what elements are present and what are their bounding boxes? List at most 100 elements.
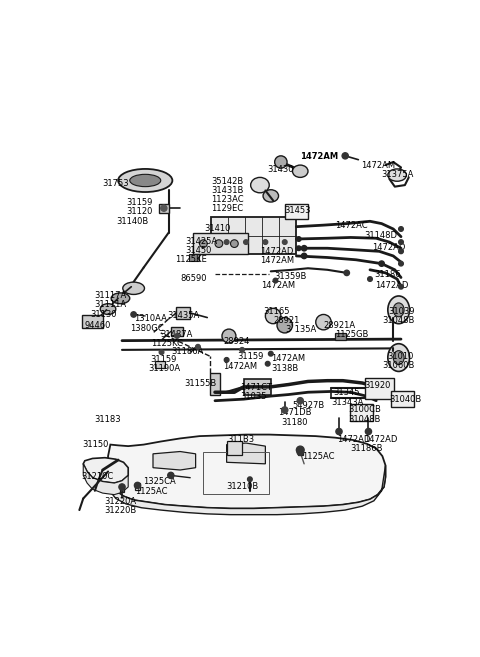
- Bar: [171, 327, 183, 336]
- Text: 31186B: 31186B: [350, 444, 383, 453]
- Bar: [155, 361, 166, 369]
- Text: 311B3: 311B3: [228, 434, 254, 443]
- Circle shape: [368, 277, 372, 281]
- Text: 1380GC: 1380GC: [131, 324, 164, 332]
- Polygon shape: [108, 434, 385, 509]
- Text: 31130: 31130: [90, 310, 117, 319]
- Text: 31111A: 31111A: [94, 300, 126, 309]
- Circle shape: [240, 348, 244, 352]
- Ellipse shape: [130, 174, 161, 187]
- Text: 1471CT: 1471CT: [240, 383, 273, 392]
- Bar: [204, 451, 269, 494]
- Ellipse shape: [118, 169, 172, 192]
- Text: 31010: 31010: [387, 352, 413, 361]
- Circle shape: [159, 350, 164, 355]
- Circle shape: [379, 261, 384, 266]
- Ellipse shape: [265, 308, 281, 324]
- Text: 31159: 31159: [238, 352, 264, 361]
- Text: 31345: 31345: [333, 388, 360, 397]
- Text: 1125KE: 1125KE: [176, 255, 207, 264]
- Text: 31410: 31410: [204, 223, 230, 233]
- Text: 31048B: 31048B: [348, 415, 381, 424]
- Polygon shape: [83, 458, 128, 483]
- Text: 31430: 31430: [268, 165, 294, 174]
- Text: 1310AA: 1310AA: [133, 315, 167, 323]
- Text: 1472AD: 1472AD: [336, 434, 370, 443]
- Circle shape: [301, 246, 307, 251]
- Text: 31140B: 31140B: [116, 217, 148, 225]
- Text: 1125AC: 1125AC: [302, 451, 334, 461]
- Ellipse shape: [388, 169, 407, 181]
- Circle shape: [196, 344, 200, 349]
- Ellipse shape: [388, 344, 409, 371]
- Text: 1125AC: 1125AC: [135, 487, 168, 496]
- Ellipse shape: [275, 156, 287, 168]
- Circle shape: [134, 482, 141, 489]
- Text: 86590: 86590: [180, 275, 206, 283]
- Ellipse shape: [215, 240, 223, 248]
- Ellipse shape: [200, 240, 207, 248]
- Text: 1472AM: 1472AM: [224, 362, 258, 371]
- Text: 1129EC: 1129EC: [211, 204, 243, 214]
- Circle shape: [263, 240, 268, 244]
- Ellipse shape: [393, 303, 404, 317]
- Text: 1472AM: 1472AM: [300, 152, 338, 161]
- Text: 31186: 31186: [375, 270, 401, 279]
- Polygon shape: [153, 451, 196, 470]
- Text: 31150: 31150: [83, 440, 109, 449]
- Text: 31159: 31159: [150, 355, 176, 363]
- Text: 31220B: 31220B: [104, 506, 136, 515]
- Text: 35142B: 35142B: [211, 177, 243, 186]
- Circle shape: [399, 240, 403, 244]
- Text: 31220A: 31220A: [104, 497, 136, 506]
- Bar: [227, 441, 242, 455]
- Text: 1472AM: 1472AM: [360, 161, 395, 170]
- Polygon shape: [227, 443, 265, 464]
- Text: 31435A: 31435A: [167, 311, 199, 321]
- Text: 1472AM: 1472AM: [272, 353, 306, 363]
- Ellipse shape: [277, 317, 292, 333]
- Circle shape: [297, 397, 303, 404]
- Text: 31487A: 31487A: [161, 330, 193, 339]
- Ellipse shape: [222, 329, 236, 343]
- Bar: [365, 378, 394, 399]
- Circle shape: [273, 279, 278, 283]
- Circle shape: [224, 357, 229, 362]
- Text: 31210C: 31210C: [81, 472, 113, 480]
- Circle shape: [268, 351, 273, 356]
- Bar: [120, 485, 124, 491]
- Text: 31048B: 31048B: [383, 316, 415, 325]
- Text: 31753: 31753: [103, 179, 129, 188]
- Text: 31180: 31180: [281, 418, 307, 426]
- Bar: [159, 204, 168, 213]
- Circle shape: [399, 284, 403, 289]
- Ellipse shape: [316, 315, 331, 330]
- Circle shape: [168, 472, 174, 478]
- Circle shape: [224, 240, 229, 244]
- Circle shape: [265, 361, 270, 366]
- Circle shape: [248, 477, 252, 482]
- Circle shape: [399, 227, 403, 231]
- Bar: [335, 333, 346, 340]
- Text: 1472AD: 1472AD: [260, 246, 293, 256]
- Text: 31060B: 31060B: [383, 361, 415, 371]
- Bar: [211, 217, 296, 254]
- Ellipse shape: [111, 293, 130, 304]
- Circle shape: [297, 449, 303, 455]
- Text: 1125GB: 1125GB: [335, 330, 369, 339]
- Text: 1123AC: 1123AC: [211, 195, 244, 204]
- Circle shape: [296, 246, 301, 250]
- Text: 31186A: 31186A: [171, 347, 203, 356]
- Ellipse shape: [123, 282, 144, 294]
- Text: 3138B: 3138B: [271, 364, 298, 373]
- Circle shape: [342, 153, 348, 159]
- Text: 1472AM: 1472AM: [262, 281, 296, 290]
- Text: 28924: 28924: [224, 337, 250, 346]
- Ellipse shape: [388, 296, 409, 324]
- Bar: [193, 233, 248, 254]
- Circle shape: [336, 428, 342, 434]
- Text: 31039: 31039: [389, 307, 415, 316]
- Bar: [285, 204, 308, 219]
- Text: 1472AC: 1472AC: [335, 221, 368, 231]
- Text: 1472AD: 1472AD: [375, 281, 408, 290]
